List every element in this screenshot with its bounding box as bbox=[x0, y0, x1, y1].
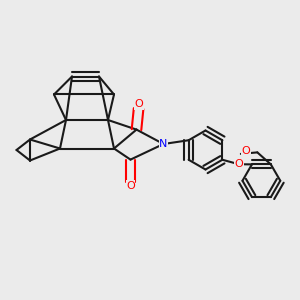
Text: N: N bbox=[159, 139, 168, 149]
Text: O: O bbox=[242, 146, 250, 156]
Text: O: O bbox=[126, 181, 135, 191]
Text: O: O bbox=[134, 99, 143, 109]
Text: O: O bbox=[235, 159, 243, 169]
